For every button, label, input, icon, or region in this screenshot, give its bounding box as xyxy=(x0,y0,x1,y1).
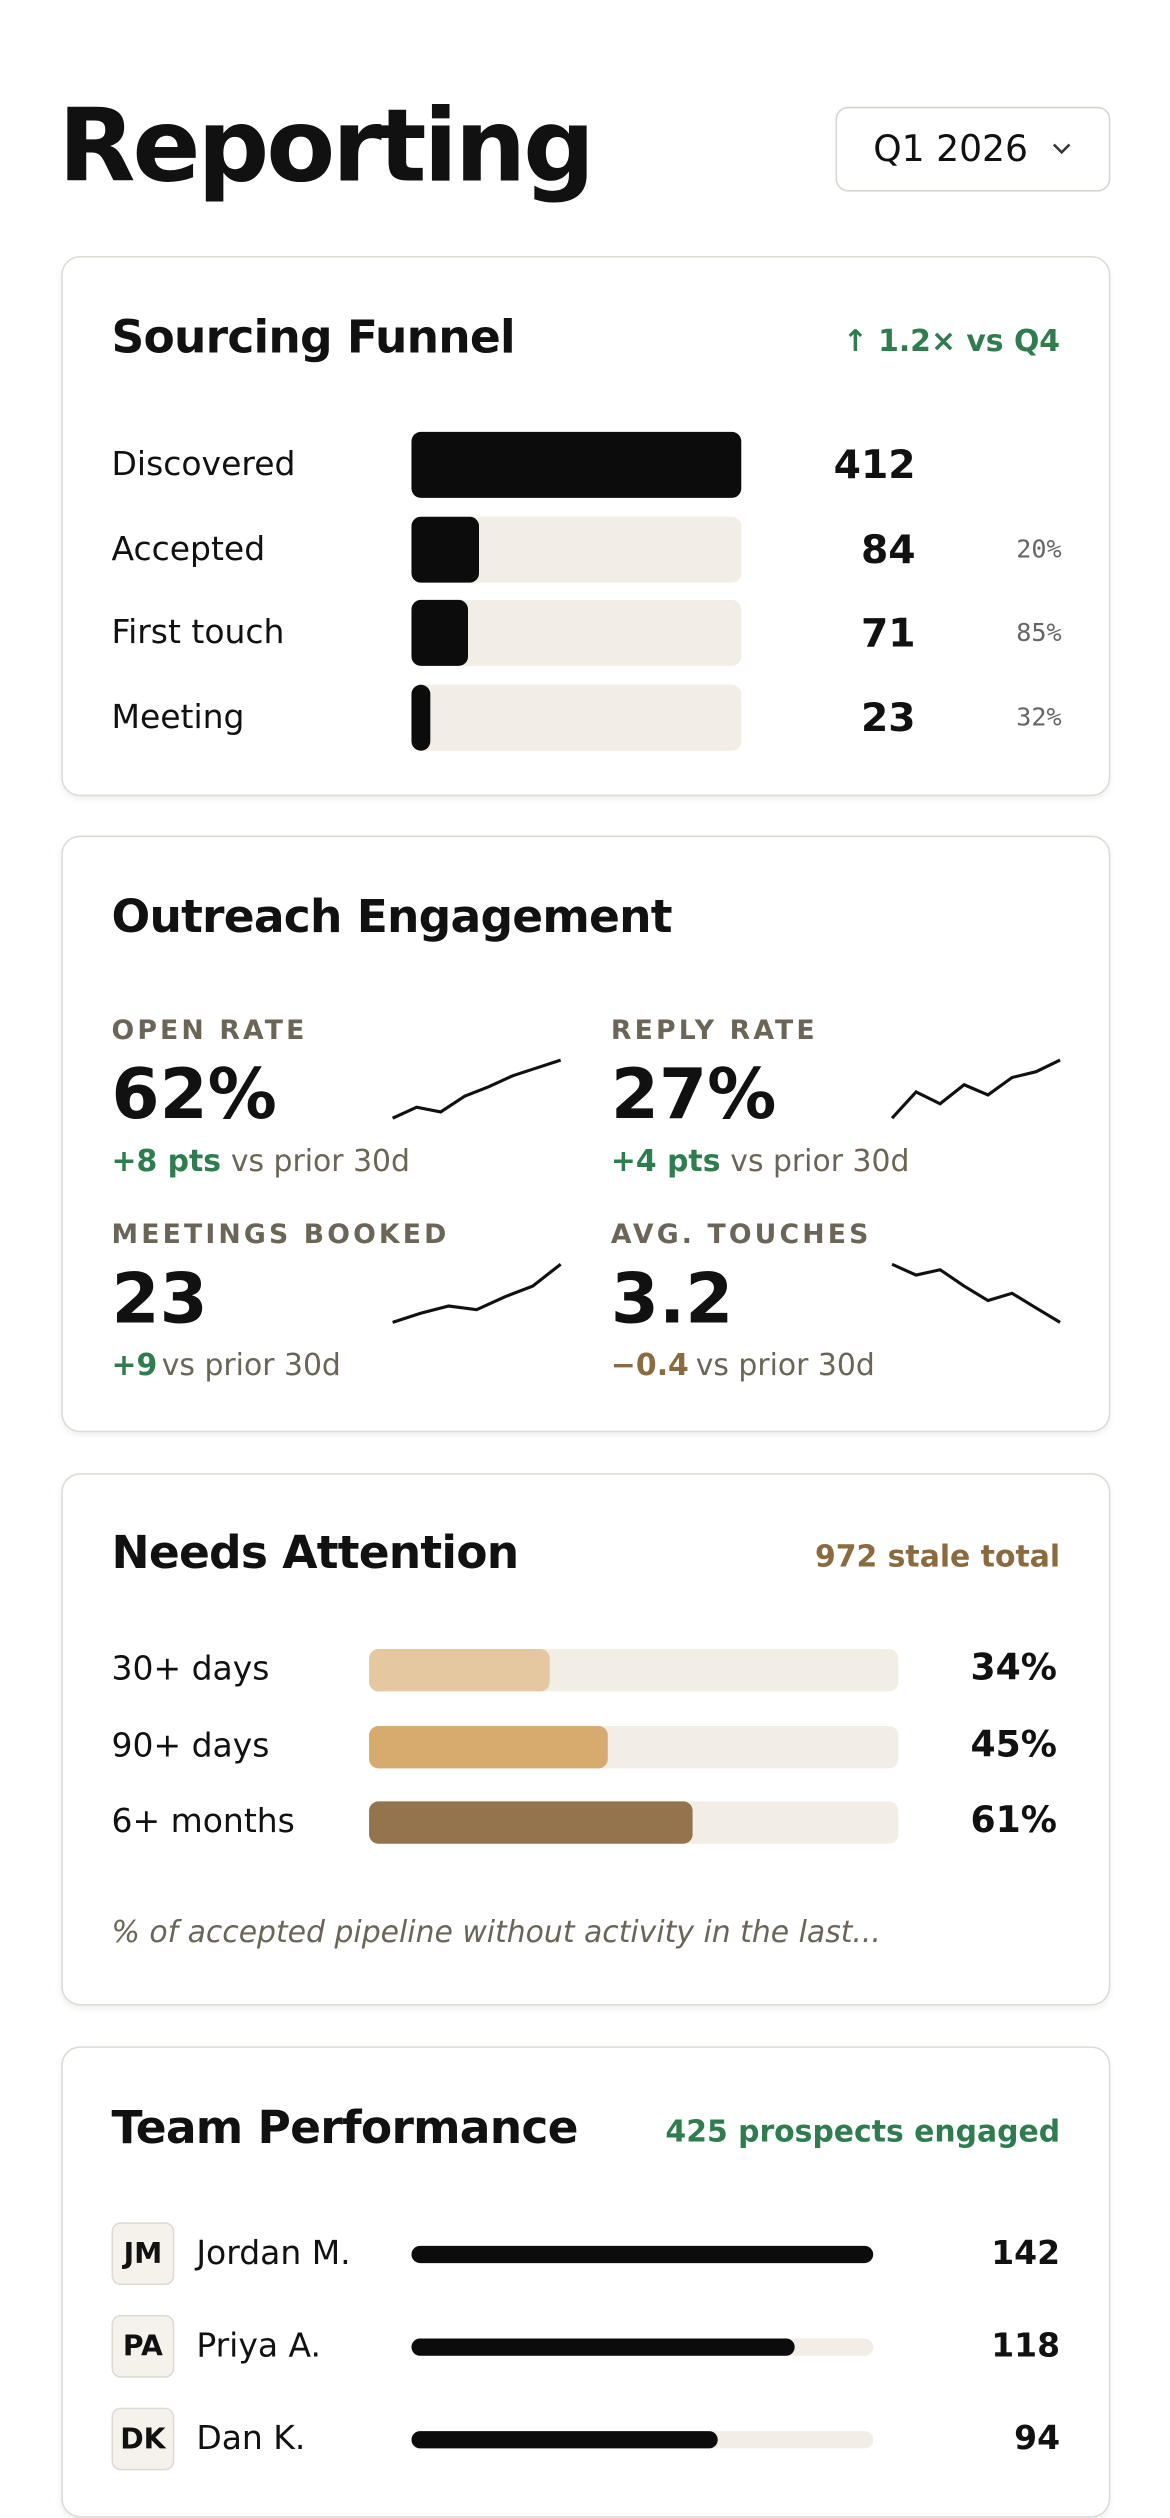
sparkline xyxy=(391,1058,562,1120)
bar xyxy=(369,1649,550,1692)
sparkline-box xyxy=(391,1057,567,1121)
member-value: 142 xyxy=(991,2234,1061,2272)
bar xyxy=(411,683,430,750)
metric-compare: vs prior 30d xyxy=(695,1348,875,1383)
avatar-initials: DK xyxy=(120,2423,166,2457)
member-value: 118 xyxy=(991,2326,1061,2365)
avatar xyxy=(111,2222,175,2286)
metric-delta: +8 pts xyxy=(111,1144,222,1179)
period-dropdown[interactable]: Q1 2026 xyxy=(835,106,1111,192)
engagement-card xyxy=(61,835,1111,1433)
card-summary: 972 stale total xyxy=(814,1539,1061,1575)
sparkline-box xyxy=(392,1261,567,1325)
row-label: Discovered xyxy=(111,445,296,483)
bar xyxy=(411,2338,796,2356)
metric-label: MEETINGS BOOKED xyxy=(111,1219,450,1251)
row-label: Accepted xyxy=(111,529,266,567)
sparkline xyxy=(891,1262,1061,1324)
sparkline xyxy=(392,1263,562,1324)
row-value: 45% xyxy=(970,1724,1057,1766)
metric-label: REPLY RATE xyxy=(610,1015,818,1047)
sparkline-box xyxy=(890,1057,1066,1121)
row-conversion: 20% xyxy=(1016,533,1062,564)
row-value: 61% xyxy=(970,1800,1057,1842)
row-label: 90+ days xyxy=(111,1725,270,1764)
card-badge: ↑ 1.2× vs Q4 xyxy=(842,324,1061,359)
row-count: 71 xyxy=(860,610,916,656)
card-title: Needs Attention xyxy=(111,1525,520,1580)
bar-track xyxy=(411,683,742,750)
row-count: 412 xyxy=(833,442,916,488)
row-value: 34% xyxy=(970,1648,1057,1690)
bar xyxy=(411,515,479,582)
card-title: Sourcing Funnel xyxy=(111,310,516,364)
bar xyxy=(369,1725,608,1768)
metric-compare: vs prior 30d xyxy=(161,1348,341,1383)
avatar-initials: JM xyxy=(123,2237,163,2271)
page-title: Reporting xyxy=(58,89,595,206)
bar xyxy=(411,431,742,498)
row-label: 6+ months xyxy=(111,1802,295,1840)
metric-compare: vs prior 30d xyxy=(730,1144,910,1179)
metric-label: OPEN RATE xyxy=(111,1015,308,1047)
card-title: Outreach Engagement xyxy=(111,889,673,944)
metric-value: 23 xyxy=(111,1259,208,1340)
bar xyxy=(369,1801,692,1844)
avatar-initials: PA xyxy=(122,2330,163,2364)
row-count: 23 xyxy=(860,694,916,740)
bar xyxy=(411,599,469,666)
metric-value: 27% xyxy=(610,1055,777,1136)
member-name: Dan K. xyxy=(196,2419,306,2458)
metric-delta: +4 pts xyxy=(610,1144,721,1179)
row-conversion: 85% xyxy=(1016,617,1062,648)
reporting-screen: Reporting Q1 2026 Sourcing Funnel ↑ 1.2× … xyxy=(58,89,1111,2518)
metric-value: 62% xyxy=(111,1055,277,1136)
card-title: Team Performance xyxy=(111,2100,579,2154)
chevron xyxy=(1052,143,1071,155)
metric-delta: +9 xyxy=(111,1348,158,1383)
row-label: First touch xyxy=(111,613,285,651)
period-label: Q1 2026 xyxy=(873,129,1029,171)
bar xyxy=(411,2431,718,2449)
member-name: Jordan M. xyxy=(196,2234,351,2272)
bar xyxy=(411,2245,874,2264)
metric-delta: −0.4 xyxy=(610,1348,689,1383)
sparkline-box xyxy=(891,1261,1066,1325)
row-conversion: 32% xyxy=(1016,701,1062,732)
metric-label: AVG. TOUCHES xyxy=(610,1219,872,1251)
row-label: 30+ days xyxy=(111,1649,270,1688)
sparkline xyxy=(890,1058,1061,1120)
card-summary: 425 prospects engaged xyxy=(665,2114,1061,2150)
card-note: % of accepted pipeline without activity … xyxy=(111,1915,881,1950)
member-name: Priya A. xyxy=(196,2326,322,2365)
metric-value: 3.2 xyxy=(610,1259,734,1340)
avatar xyxy=(111,2314,175,2378)
row-label: Meeting xyxy=(111,697,245,735)
row-count: 84 xyxy=(860,526,916,572)
member-value: 94 xyxy=(1014,2419,1061,2458)
metric-compare: vs prior 30d xyxy=(230,1144,410,1179)
